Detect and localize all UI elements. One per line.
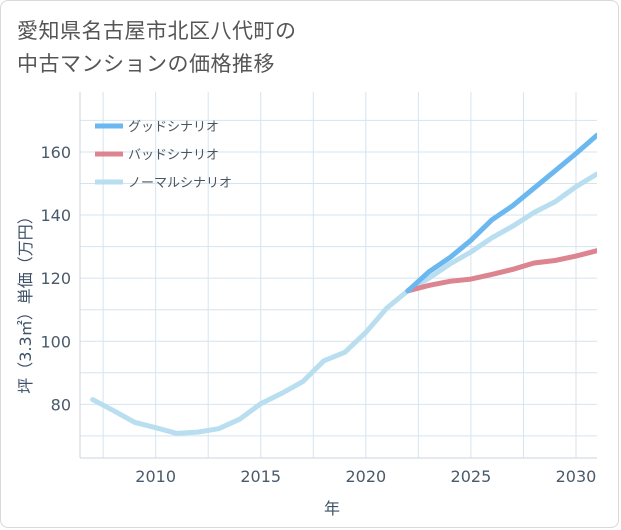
series-line-bad (405, 248, 597, 294)
x-tick-label: 2030 (556, 467, 597, 486)
y-tick-label: 140 (40, 206, 71, 225)
x-tick-label: 2010 (135, 467, 176, 486)
x-axis-title: 年 (324, 499, 340, 518)
legend-label-good: グッドシナリオ (128, 120, 219, 135)
grid-layer (80, 92, 597, 458)
tick-layer: 2010 2015 2020 2025 2030 80 100 120 140 160 (40, 143, 596, 486)
y-axis-title: 坪（3.3㎡）単価（万円） (16, 208, 35, 393)
y-tick-label: 120 (40, 269, 71, 288)
y-tick-label: 100 (40, 332, 71, 351)
series-line-good (405, 132, 597, 294)
plot-frame (79, 92, 597, 459)
chart-title-line-1: 愛知県名古屋市北区八代町の (17, 19, 297, 43)
x-tick-label: 2015 (240, 467, 281, 486)
series-layer (90, 132, 597, 436)
y-tick-label: 160 (40, 143, 71, 162)
x-tick-label: 2025 (451, 467, 492, 486)
legend-label-normal: ノーマルシナリオ (128, 176, 232, 191)
chart-title-line-2: 中古マンションの価格推移 (17, 52, 275, 76)
series-line-normal (90, 171, 597, 436)
y-tick-label: 80 (51, 395, 71, 414)
legend-label-bad: バッドシナリオ (128, 148, 219, 163)
chart-title: 愛知県名古屋市北区八代町の 中古マンションの価格推移 (17, 15, 297, 81)
x-tick-label: 2020 (345, 467, 386, 486)
